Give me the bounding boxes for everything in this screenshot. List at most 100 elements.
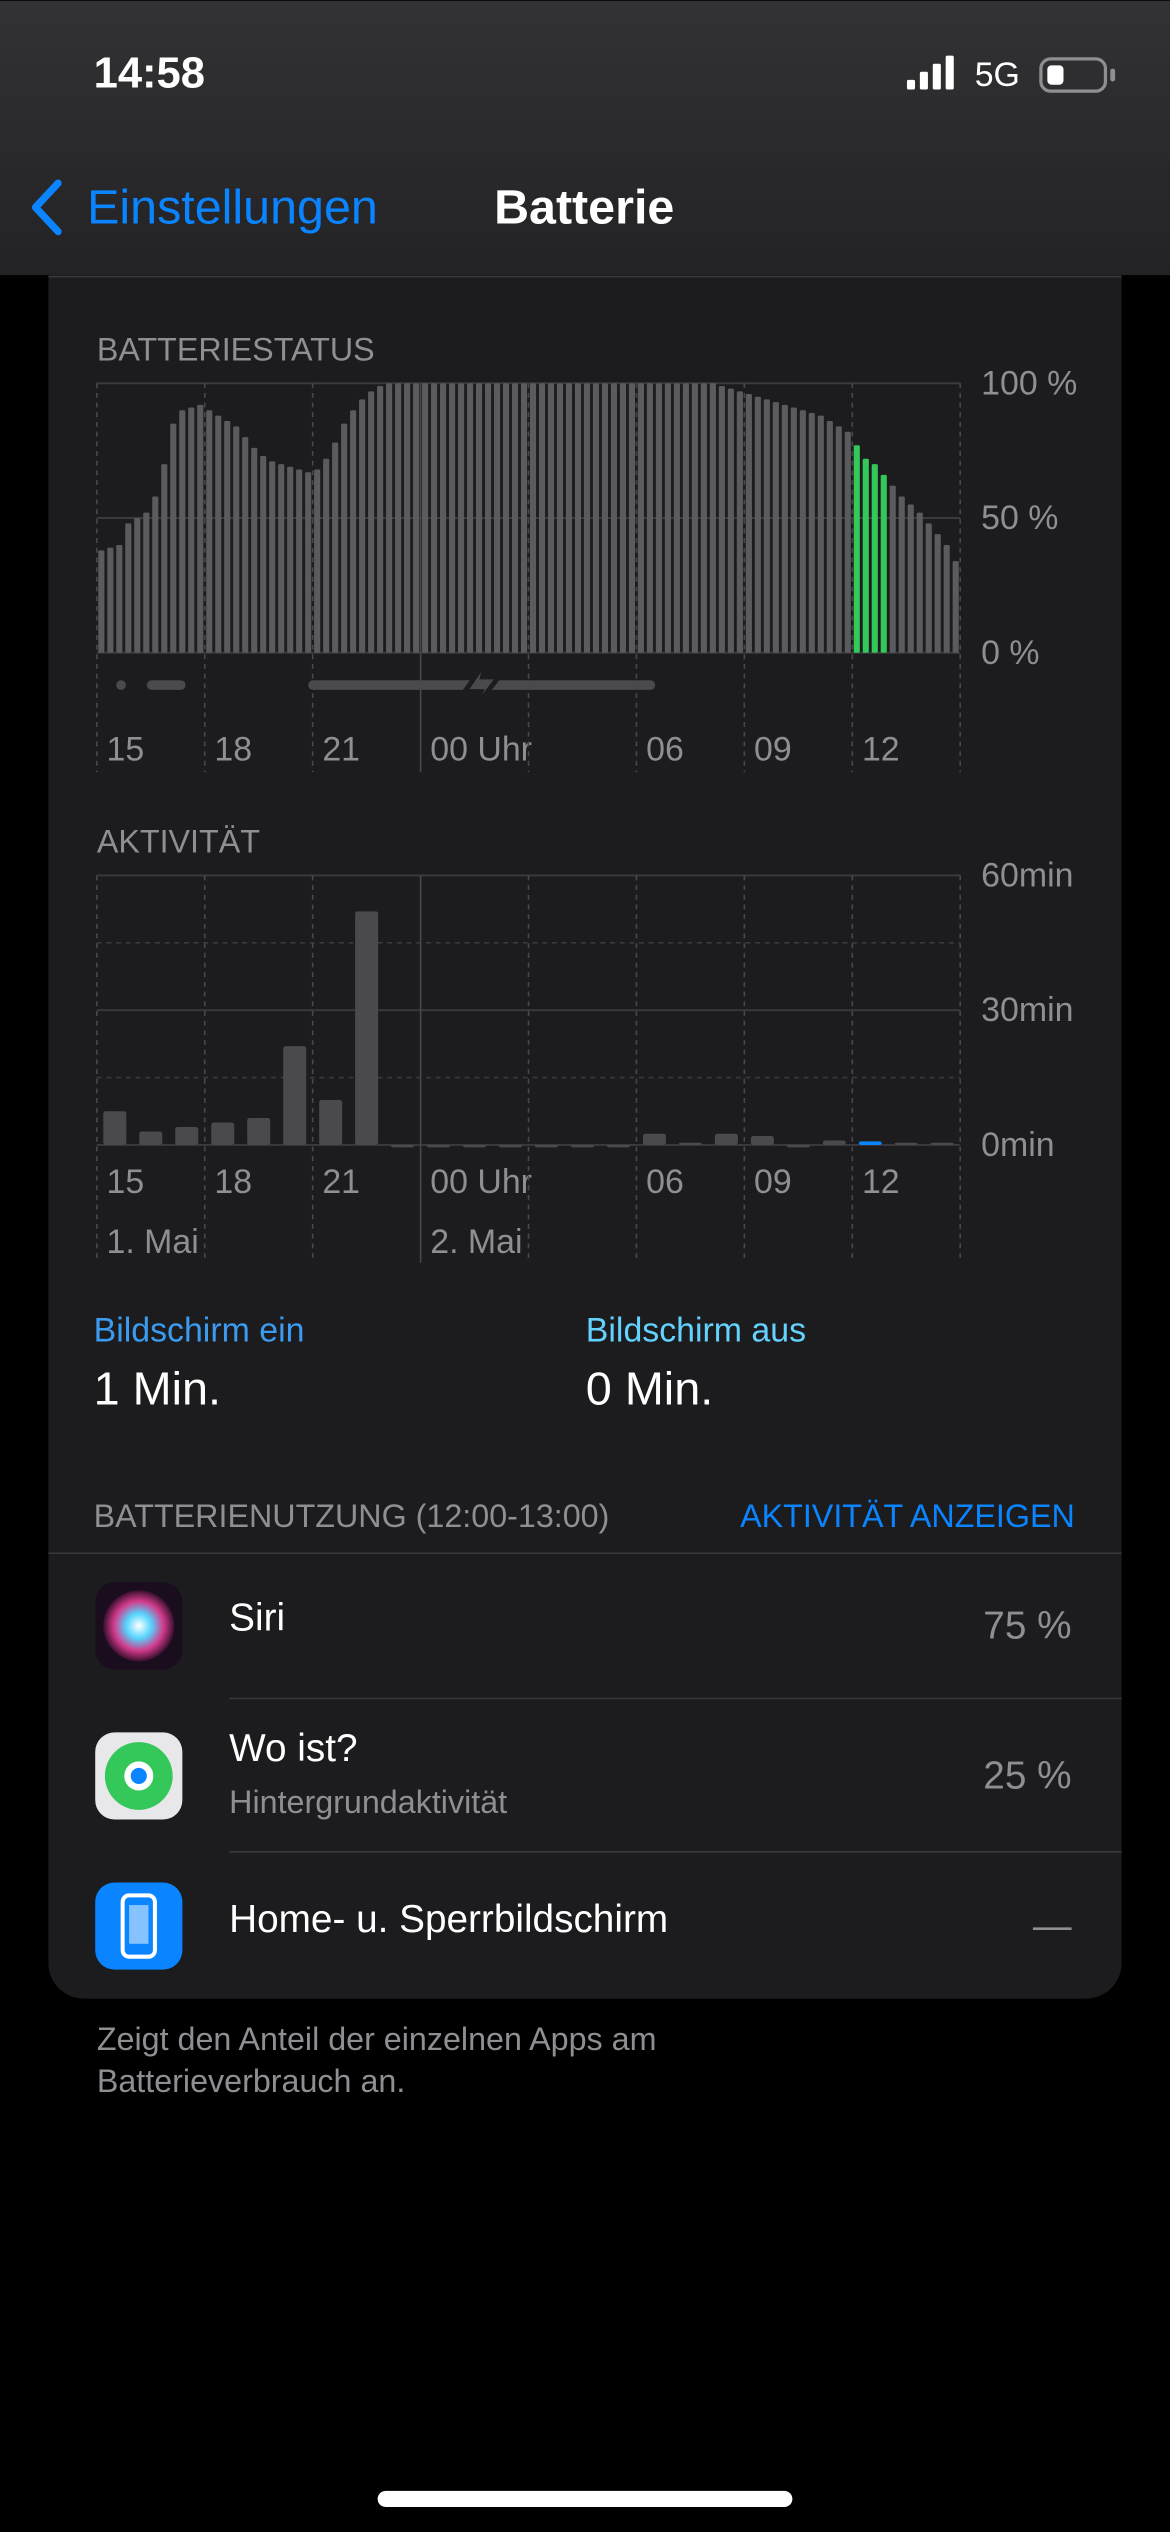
bar [449,383,456,653]
bar [251,447,258,653]
x-tick-label: 09 [754,731,792,769]
bar [570,1144,594,1148]
bar [750,1135,774,1145]
bar [134,518,141,653]
bar [826,420,833,653]
bar [574,383,582,653]
nav-background [0,0,1170,276]
bar [925,523,932,653]
y-tick-label: 100 % [981,364,1077,402]
x-tick-label: 15 [107,731,145,769]
bar [395,383,402,653]
bar [206,410,213,653]
home-icon [95,1882,183,1970]
bar [170,423,177,653]
bar [475,383,483,653]
bar [413,383,420,653]
bar [786,1144,810,1148]
home-indicator [377,2490,793,2508]
bar [556,383,564,653]
bar [116,544,123,653]
bar [152,496,159,653]
bar [606,1144,630,1148]
bar [763,399,770,653]
bar [754,396,761,653]
bar [534,1144,559,1148]
bar [139,1131,163,1145]
bar [822,1140,846,1145]
app-percent: — [1033,1905,1072,1948]
bar [858,1141,882,1145]
bar [103,1111,127,1145]
bar [678,1142,702,1146]
app-percent: 25 % [983,1754,1071,1797]
bar [499,1144,523,1148]
bar [619,383,627,653]
bar [709,383,716,653]
app-name[interactable]: Siri [229,1596,285,1639]
bar [592,383,600,653]
bar [484,383,492,653]
bar [646,383,653,653]
bar [283,1046,307,1145]
bar [269,461,276,653]
bar [520,383,528,653]
bar [440,383,447,653]
bar [107,547,114,653]
bar [493,383,501,653]
bar [278,464,285,653]
bar [511,383,519,653]
back-button[interactable]: Einstellungen [87,180,378,234]
bar [835,426,842,653]
bar [610,383,618,653]
bar [898,496,905,653]
bar [565,383,573,653]
app-name[interactable]: Wo ist? [229,1727,357,1770]
day-label: 1. Mai [107,1223,199,1261]
y-tick-label: 0 % [981,634,1039,672]
bar [319,1100,343,1145]
bar [359,399,366,653]
bar [817,415,824,653]
bar [808,412,815,653]
bar [601,383,609,653]
bar [314,469,321,653]
bar [211,1122,235,1145]
bar [224,420,231,653]
bar [175,1126,199,1145]
bar [718,385,725,653]
x-tick-label: 21 [322,731,360,769]
show-activity-button[interactable]: AKTIVITÄT ANZEIGEN [740,1498,1075,1534]
chart-title: BATTERIESTATUS [97,331,375,367]
screen-off-value: 0 Min. [586,1363,713,1415]
day-label: 2. Mai [430,1223,522,1261]
bar [215,415,222,653]
bar [790,407,797,653]
bar [458,383,465,653]
bar [125,523,132,653]
app-name[interactable]: Home- u. Sperrbildschirm [229,1898,668,1941]
bar [355,911,379,1145]
bar [853,445,860,653]
bar [714,1133,738,1145]
bar [529,383,537,653]
x-tick-label: 18 [214,731,252,769]
bar [427,1144,451,1148]
x-tick-label: 18 [214,1163,252,1201]
bar [247,1118,271,1145]
bar [889,485,896,653]
signal-icon [906,55,954,90]
bar [368,391,375,653]
bar [463,1144,487,1148]
back-chevron[interactable] [31,179,62,236]
bar [907,504,914,653]
bar [952,561,959,653]
bar [233,426,240,653]
bar [377,385,384,653]
bar [637,383,644,653]
bar [934,534,941,653]
bar [143,512,150,653]
bar [628,383,636,653]
